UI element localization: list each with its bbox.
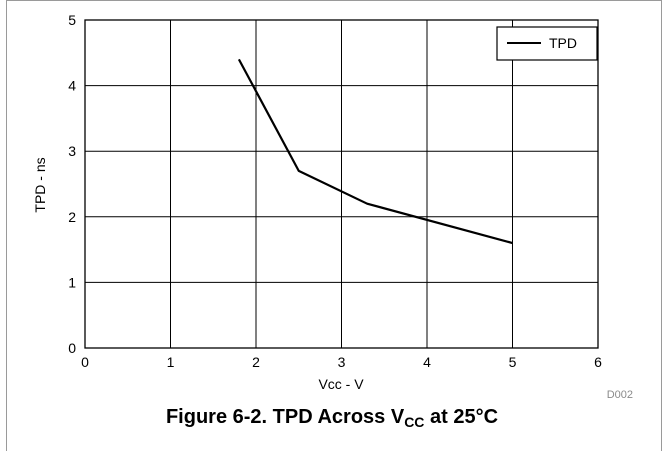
figure-frame [6,0,662,451]
y-axis-label: TPD - ns [32,157,48,212]
y-tick-label: 5 [68,12,76,28]
y-tick-label: 0 [68,340,76,356]
tpd-chart: 0 1 2 3 4 5 6 0 1 2 3 4 5 TPD Vcc - V TPD - ns D002 [32,12,633,400]
y-tick-label: 2 [68,209,76,225]
x-tick-label: 2 [252,354,260,370]
legend-label-tpd: TPD [549,35,577,51]
y-tick-label: 4 [68,78,76,94]
caption-prefix: Figure 6-2. TPD Across V [165,406,405,428]
series-line-tpd [237,58,513,245]
x-tick-label: 5 [509,354,517,370]
x-tick-label: 0 [81,354,89,370]
x-tick-label: 4 [423,354,431,370]
figure-caption: Figure 6-2. TPD Across VCC at 25°C [0,406,664,430]
caption-subscript: CC [404,414,425,430]
x-tick-label: 1 [167,354,175,370]
figure-code: D002 [607,389,633,400]
x-axis-label: Vcc - V [318,376,364,392]
grid [84,19,599,349]
plot-area-border [84,19,599,349]
series-group [237,58,513,245]
caption-suffix: at 25°C [424,406,499,428]
x-tick-label: 6 [594,354,602,370]
tick-labels: 0 1 2 3 4 5 6 0 1 2 3 4 5 [68,12,602,370]
y-tick-label: 1 [68,274,76,290]
y-tick-label: 3 [68,143,76,159]
x-tick-label: 3 [338,354,346,370]
legend: TPD [496,26,598,61]
